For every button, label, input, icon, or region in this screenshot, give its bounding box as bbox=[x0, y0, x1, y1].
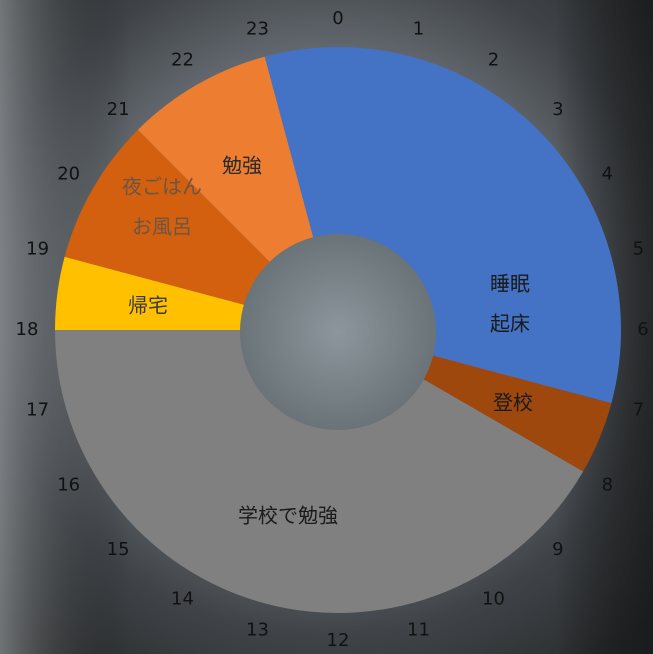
hour-label: 11 bbox=[407, 619, 430, 640]
hour-label: 18 bbox=[16, 319, 39, 340]
donut-segment bbox=[264, 47, 338, 241]
hour-label: 16 bbox=[57, 475, 80, 496]
hour-label: 19 bbox=[26, 239, 49, 260]
hour-label: 1 bbox=[413, 19, 424, 40]
hour-label: 8 bbox=[602, 475, 613, 496]
hour-label: 22 bbox=[171, 50, 194, 71]
hour-label: 14 bbox=[171, 588, 194, 609]
hour-label: 21 bbox=[107, 99, 130, 120]
donut-segment bbox=[137, 56, 314, 265]
hour-label: 2 bbox=[488, 50, 499, 71]
hour-label: 3 bbox=[552, 99, 563, 120]
hour-label: 13 bbox=[246, 619, 269, 640]
segment-label: お風呂 bbox=[132, 215, 192, 239]
donut-segment bbox=[338, 47, 621, 404]
segment-label: 登校 bbox=[493, 391, 533, 415]
hour-label: 9 bbox=[552, 539, 563, 560]
hour-label: 0 bbox=[332, 8, 343, 29]
segment-label: 勉強 bbox=[222, 154, 262, 178]
segment-label: 起床 bbox=[490, 312, 530, 336]
hour-label: 5 bbox=[633, 239, 644, 260]
donut-segment bbox=[55, 330, 584, 614]
hour-label: 20 bbox=[57, 164, 80, 185]
hour-label: 6 bbox=[637, 319, 648, 340]
hour-label: 12 bbox=[327, 630, 350, 651]
segment-label: 学校で勉強 bbox=[238, 504, 338, 528]
donut-segment bbox=[418, 354, 612, 472]
hour-label: 17 bbox=[26, 399, 49, 420]
hour-label: 7 bbox=[633, 399, 644, 420]
hour-label: 10 bbox=[482, 588, 505, 609]
hour-label: 15 bbox=[107, 539, 130, 560]
hour-label: 4 bbox=[602, 164, 613, 185]
segment-label: 帰宅 bbox=[128, 294, 168, 318]
donut-segment bbox=[64, 129, 273, 306]
segment-label: 夜ごはん bbox=[122, 175, 202, 199]
hour-label: 23 bbox=[246, 19, 269, 40]
donut-hole bbox=[240, 234, 436, 430]
donut-segment bbox=[55, 256, 249, 330]
segment-label: 睡眠 bbox=[490, 272, 530, 296]
